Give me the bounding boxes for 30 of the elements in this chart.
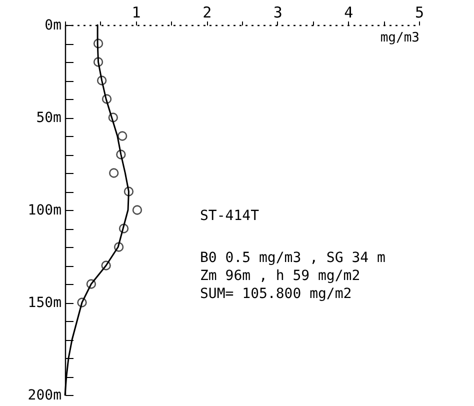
- point: [124, 186, 134, 196]
- point: [93, 38, 104, 48]
- y-tick-label: 200m: [28, 388, 62, 404]
- point: [96, 76, 107, 86]
- annotation: Zm 96m , h 59 mg/m2: [200, 268, 360, 284]
- x-tick-label: 2: [202, 4, 212, 22]
- point: [101, 260, 111, 270]
- point: [93, 57, 104, 67]
- point: [108, 112, 118, 122]
- point: [102, 94, 112, 104]
- y-tick-label: 150m: [28, 295, 62, 311]
- point: [118, 224, 129, 234]
- y-tick-label: 100m: [28, 202, 62, 218]
- x-axis-title: mg/m3: [380, 30, 420, 46]
- x-tick-label: 4: [344, 4, 354, 22]
- point: [114, 242, 124, 252]
- annotation: SUM= 105.800 mg/m2: [200, 286, 352, 302]
- point: [116, 150, 126, 160]
- point: [118, 131, 128, 141]
- x-tick-label: 1: [132, 4, 141, 22]
- point: [132, 205, 142, 215]
- annotation: ST-414T: [200, 208, 260, 224]
- x-tick-label: 5: [414, 4, 424, 22]
- annotation: B0 0.5 mg/m3 , SG 34 m: [200, 250, 386, 266]
- point: [109, 168, 119, 178]
- point: [77, 298, 87, 308]
- x-tick-label: 3: [273, 4, 282, 22]
- y-tick-label: 0m: [44, 18, 62, 34]
- point: [86, 279, 96, 289]
- y-tick-label: 50m: [36, 110, 62, 126]
